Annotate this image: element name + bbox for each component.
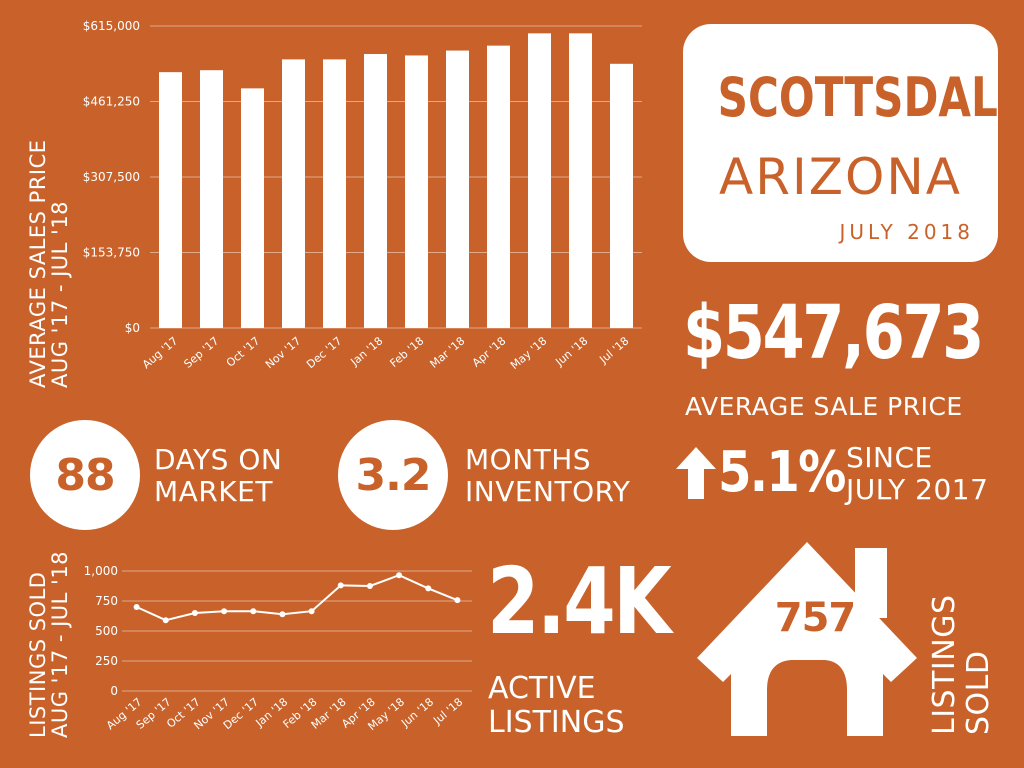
line-ytick-label: 750 (95, 594, 118, 608)
bar-ytick-label: $0 (125, 321, 140, 335)
up-arrow-icon (676, 447, 716, 499)
price-bar (282, 59, 305, 328)
listings-sold-point (191, 610, 198, 616)
line-chart-ylabel-line1: LISTINGS SOLD (26, 571, 50, 738)
average-price-label: AVERAGE SALE PRICE (685, 392, 963, 421)
price-change-label: SINCE JULY 2017 (846, 441, 989, 506)
listings-sold-point (425, 585, 432, 592)
line-chart-ylabel-line2: AUG '17 - JUL '18 (48, 550, 72, 738)
price-bar (528, 33, 551, 329)
bar-ytick-label: $461,250 (83, 95, 140, 109)
price-bar (364, 53, 387, 329)
bar-xtick-label: May '18 (508, 334, 549, 372)
listings-sold-point (250, 608, 257, 615)
title-card: SCOTTSDALE ARIZONA JULY 2018 (683, 24, 1024, 262)
price-bar (610, 63, 633, 329)
line-ytick-label: 1,000 (84, 564, 118, 578)
listings-sold-point (279, 611, 286, 618)
state-title: ARIZONA (719, 148, 962, 206)
listings-sold-point (366, 583, 373, 589)
line-xtick-label: Jul '18 (430, 695, 465, 727)
house-icon (697, 542, 917, 736)
active-listings-value: 2.4K (487, 548, 672, 655)
line-ytick-label: 500 (95, 624, 118, 638)
bar-xtick-label: Jun '18 (552, 334, 590, 369)
months-inventory-label: MONTHS INVENTORY (465, 443, 631, 508)
price-bar (446, 50, 469, 328)
listings-sold-point (133, 604, 140, 610)
listings-sold-line (136, 574, 458, 622)
price-bar (241, 88, 264, 328)
bar-ytick-label: $153,750 (83, 246, 140, 260)
listings-sold-label: LISTINGS SOLD (927, 594, 996, 735)
line-ytick-label: 250 (95, 654, 118, 668)
listings-sold-point (308, 608, 315, 615)
line-ytick-label: 0 (110, 684, 118, 698)
price-bar-chart: $0$153,750$307,500$461,250$615,000 Aug '… (83, 19, 642, 372)
price-bar (159, 72, 182, 328)
listings-sold-point (396, 572, 403, 579)
bar-xtick-label: Jul '18 (596, 334, 631, 366)
price-bar (200, 70, 223, 328)
days-on-market-circle: 88 (30, 420, 140, 530)
listings-sold-point (162, 617, 169, 624)
bar-ytick-label: $615,000 (83, 19, 140, 33)
active-listings-label: ACTIVE LISTINGS (488, 671, 625, 740)
months-inventory-circle: 3.2 (338, 420, 448, 530)
bar-ytick-label: $307,500 (83, 170, 140, 184)
city-title: SCOTTSDALE (717, 66, 1024, 129)
price-bar (323, 59, 346, 328)
listings-sold-point (337, 582, 344, 589)
listings-sold-value: 757 (774, 595, 857, 641)
price-bar (487, 45, 510, 329)
price-bar (569, 33, 592, 329)
average-price-value: $547,673 (683, 290, 984, 376)
price-change-value: 5.1% (718, 440, 846, 505)
line-xtick-label: Jun '18 (398, 695, 436, 730)
listings-sold-point (454, 597, 461, 604)
listings-sold-point (221, 608, 228, 615)
price-bar (405, 55, 428, 329)
report-date: JULY 2018 (839, 220, 974, 244)
days-on-market-label: DAYS ON MARKET (154, 443, 283, 508)
